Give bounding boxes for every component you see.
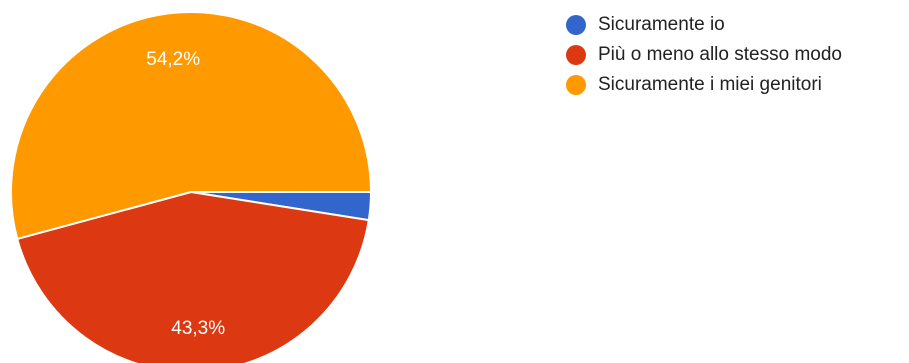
pie-slice-pi-o-meno-allo-stesso-modo[interactable] [16,190,370,363]
legend-label: Sicuramente io [598,14,725,35]
legend-swatch [566,75,586,95]
legend-item-sicuramente-io[interactable]: Sicuramente io [566,10,842,40]
legend-label: Sicuramente i miei genitori [598,74,822,95]
legend-item-sicuramente-i-miei-genitori[interactable]: Sicuramente i miei genitori [566,70,842,100]
pie-slice-label: 54,2% [146,49,200,70]
pie-slice-sicuramente-i-miei-genitori[interactable] [10,11,373,241]
legend: Sicuramente io Più o meno allo stesso mo… [566,10,842,100]
legend-label: Più o meno allo stesso modo [598,44,842,65]
pie-slice-labels: 43,3% 54,2% [146,49,225,339]
legend-swatch [566,45,586,65]
legend-item-piu-o-meno[interactable]: Più o meno allo stesso modo [566,40,842,70]
pie-slice-label: 43,3% [171,318,225,339]
pie-slices [10,11,373,363]
legend-swatch [566,15,586,35]
